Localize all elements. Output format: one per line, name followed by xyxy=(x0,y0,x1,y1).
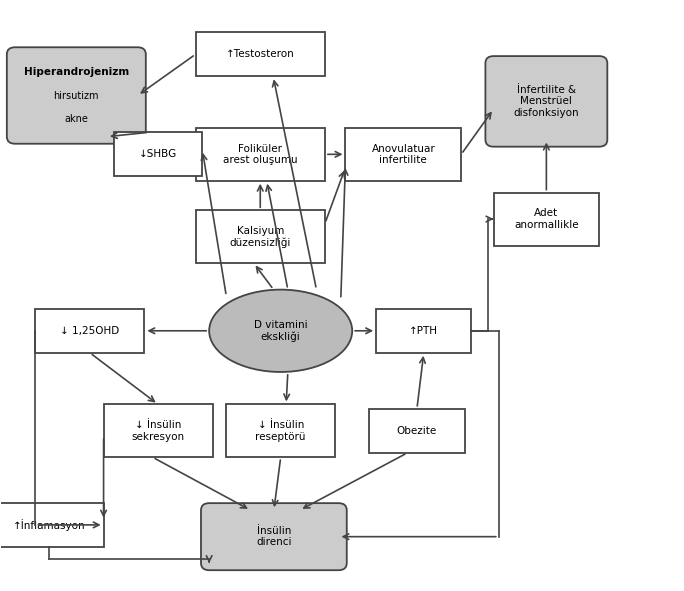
FancyBboxPatch shape xyxy=(486,56,607,147)
Text: İnsülin
direnci: İnsülin direnci xyxy=(256,526,291,547)
FancyBboxPatch shape xyxy=(226,404,335,457)
FancyBboxPatch shape xyxy=(114,132,202,176)
Text: Obezite: Obezite xyxy=(397,426,437,436)
FancyBboxPatch shape xyxy=(196,33,325,76)
FancyBboxPatch shape xyxy=(196,128,325,181)
Text: ↑Testosteron: ↑Testosteron xyxy=(226,49,295,59)
FancyBboxPatch shape xyxy=(376,309,471,353)
Text: ↑İnflamasyon: ↑İnflamasyon xyxy=(13,519,86,531)
Text: ↓SHBG: ↓SHBG xyxy=(139,150,177,160)
Text: ↓ 1,25OHD: ↓ 1,25OHD xyxy=(60,326,120,336)
Text: Hiperandrojenizm: Hiperandrojenizm xyxy=(24,67,129,77)
FancyBboxPatch shape xyxy=(0,503,103,547)
Text: ↓ İnsülin
reseptörü: ↓ İnsülin reseptörü xyxy=(255,420,306,441)
Text: ↑PTH: ↑PTH xyxy=(409,326,438,336)
Text: D vitamini
ekskliği: D vitamini ekskliği xyxy=(254,320,308,342)
Text: Kalsiyum
düzensizliği: Kalsiyum düzensizliği xyxy=(230,226,291,248)
Text: hirsutizm: hirsutizm xyxy=(53,90,99,100)
Text: Foliküler
arest oluşumu: Foliküler arest oluşumu xyxy=(223,144,298,165)
Text: akne: akne xyxy=(64,114,88,124)
Text: Adet
anormallikle: Adet anormallikle xyxy=(514,208,579,230)
FancyBboxPatch shape xyxy=(7,47,146,144)
Ellipse shape xyxy=(209,290,352,372)
Text: ↓ İnsülin
sekresyon: ↓ İnsülin sekresyon xyxy=(131,420,185,441)
FancyBboxPatch shape xyxy=(196,210,325,263)
FancyBboxPatch shape xyxy=(201,503,347,570)
FancyBboxPatch shape xyxy=(494,193,599,245)
Text: İnfertilite &
Menstrüel
disfonksiyon: İnfertilite & Menstrüel disfonksiyon xyxy=(514,85,579,118)
FancyBboxPatch shape xyxy=(345,128,461,181)
FancyBboxPatch shape xyxy=(369,409,464,453)
FancyBboxPatch shape xyxy=(103,404,213,457)
FancyBboxPatch shape xyxy=(36,309,144,353)
Text: Anovulatuar
infertilite: Anovulatuar infertilite xyxy=(371,144,435,165)
